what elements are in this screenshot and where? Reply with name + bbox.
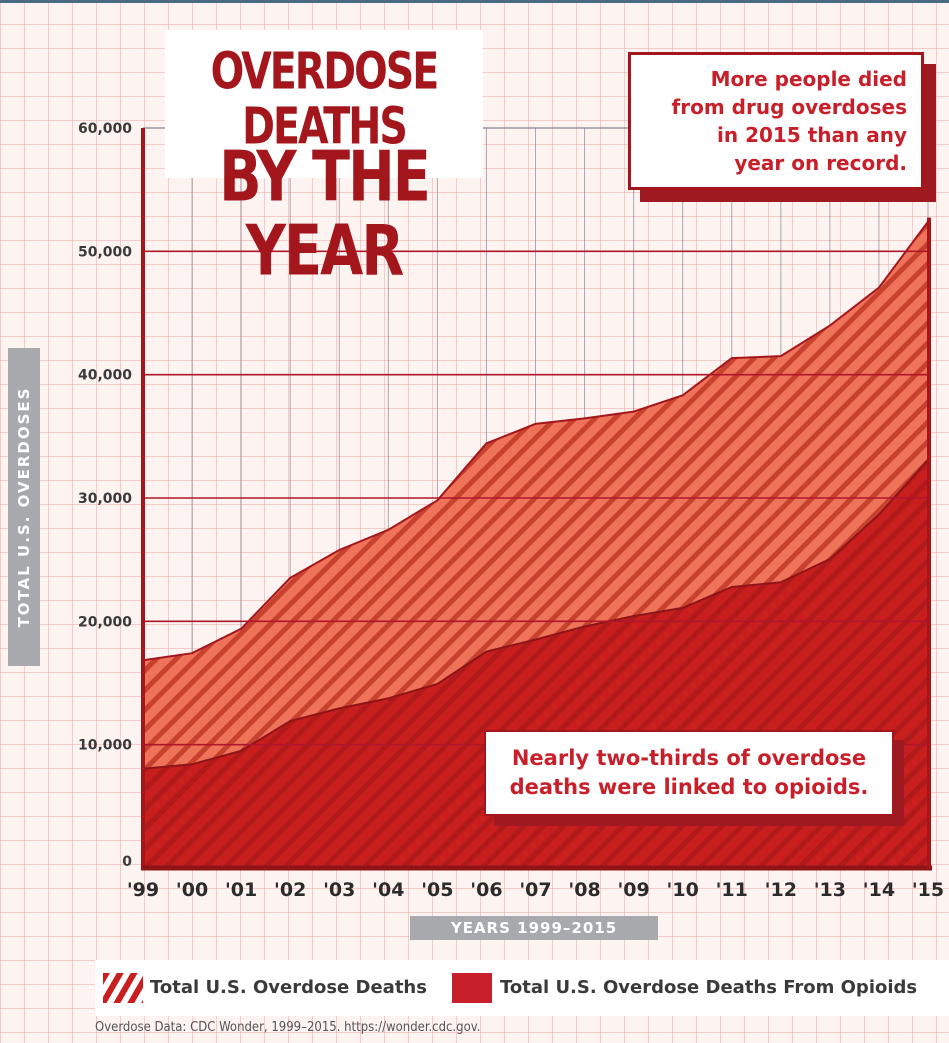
x-tick-label: '13 (814, 879, 846, 901)
x-tick-label: '07 (519, 879, 551, 901)
top-rule (0, 0, 949, 3)
source-note: Overdose Data: CDC Wonder, 1999–2015. ht… (95, 1020, 481, 1035)
x-tick-label: '06 (470, 879, 502, 901)
x-tick-label: '11 (716, 879, 748, 901)
x-tick-label: '03 (323, 879, 355, 901)
x-tick-label: '15 (912, 879, 944, 901)
title-line-1: OVERDOSE DEATHS (210, 42, 440, 157)
y-tick-label: 10,000 (78, 738, 132, 754)
x-tick-label: '04 (372, 879, 404, 901)
title-line-2: BY THE YEAR (219, 135, 431, 292)
legend-swatch-total (103, 973, 143, 1003)
x-tick-label: '09 (617, 879, 649, 901)
opioid-callout: Nearly two-thirds of overdose deaths wer… (484, 730, 894, 816)
y-tick-label: 0 (122, 854, 132, 870)
record-callout-line-1: More people died (710, 67, 907, 91)
legend-label-total: Total U.S. Overdose Deaths (150, 977, 427, 998)
legend: Total U.S. Overdose Deaths Total U.S. Ov… (95, 960, 949, 1016)
total-deaths-line (142, 221, 929, 662)
x-tick-label: '05 (421, 879, 453, 901)
chart-title: OVERDOSE DEATHS BY THE YEAR (165, 30, 483, 287)
record-callout: More people died from drug overdoses in … (628, 52, 924, 190)
y-tick-label: 60,000 (78, 121, 132, 137)
opioid-callout-line-1: Nearly two-thirds of overdose (511, 746, 867, 770)
x-tick-label: '12 (765, 879, 797, 901)
x-tick-label: '14 (863, 879, 895, 901)
y-tick-label: 50,000 (78, 244, 132, 260)
axes (141, 128, 932, 871)
x-tick-label: '10 (667, 879, 699, 901)
x-tick-label: '08 (568, 879, 600, 901)
y-tick-label: 30,000 (78, 491, 132, 507)
record-callout-line-2: from drug overdoses (671, 95, 907, 119)
x-tick-label: '02 (274, 879, 306, 901)
y-tick-labels: 0 10,000 20,000 30,000 40,000 50,000 60,000 (78, 121, 132, 870)
legend-label-opioids: Total U.S. Overdose Deaths From Opioids (500, 977, 918, 998)
record-callout-line-3: in 2015 than any (717, 123, 907, 147)
x-axis-title: YEARS 1999–2015 (410, 916, 658, 940)
y-tick-label: 40,000 (78, 368, 132, 384)
record-callout-line-4: year on record. (734, 151, 907, 175)
x-tick-label: '00 (176, 879, 208, 901)
opioid-callout-line-2: deaths were linked to opioids. (509, 775, 869, 799)
y-tick-label: 20,000 (78, 614, 132, 630)
opioid-deaths-line (142, 459, 929, 770)
x-tick-label: '99 (127, 879, 159, 901)
y-axis-title: TOTAL U.S. OVERDOSES (8, 348, 40, 666)
y-axis-title-text: TOTAL U.S. OVERDOSES (15, 386, 33, 628)
legend-swatch-opioids (452, 973, 492, 1003)
horizontal-gridlines (143, 127, 928, 746)
x-tick-labels: '99 '00 '01 '02 '03 '04 '05 '06 '07 '08 '09 '10 '11 '… (127, 879, 944, 901)
x-tick-label: '01 (225, 879, 257, 901)
